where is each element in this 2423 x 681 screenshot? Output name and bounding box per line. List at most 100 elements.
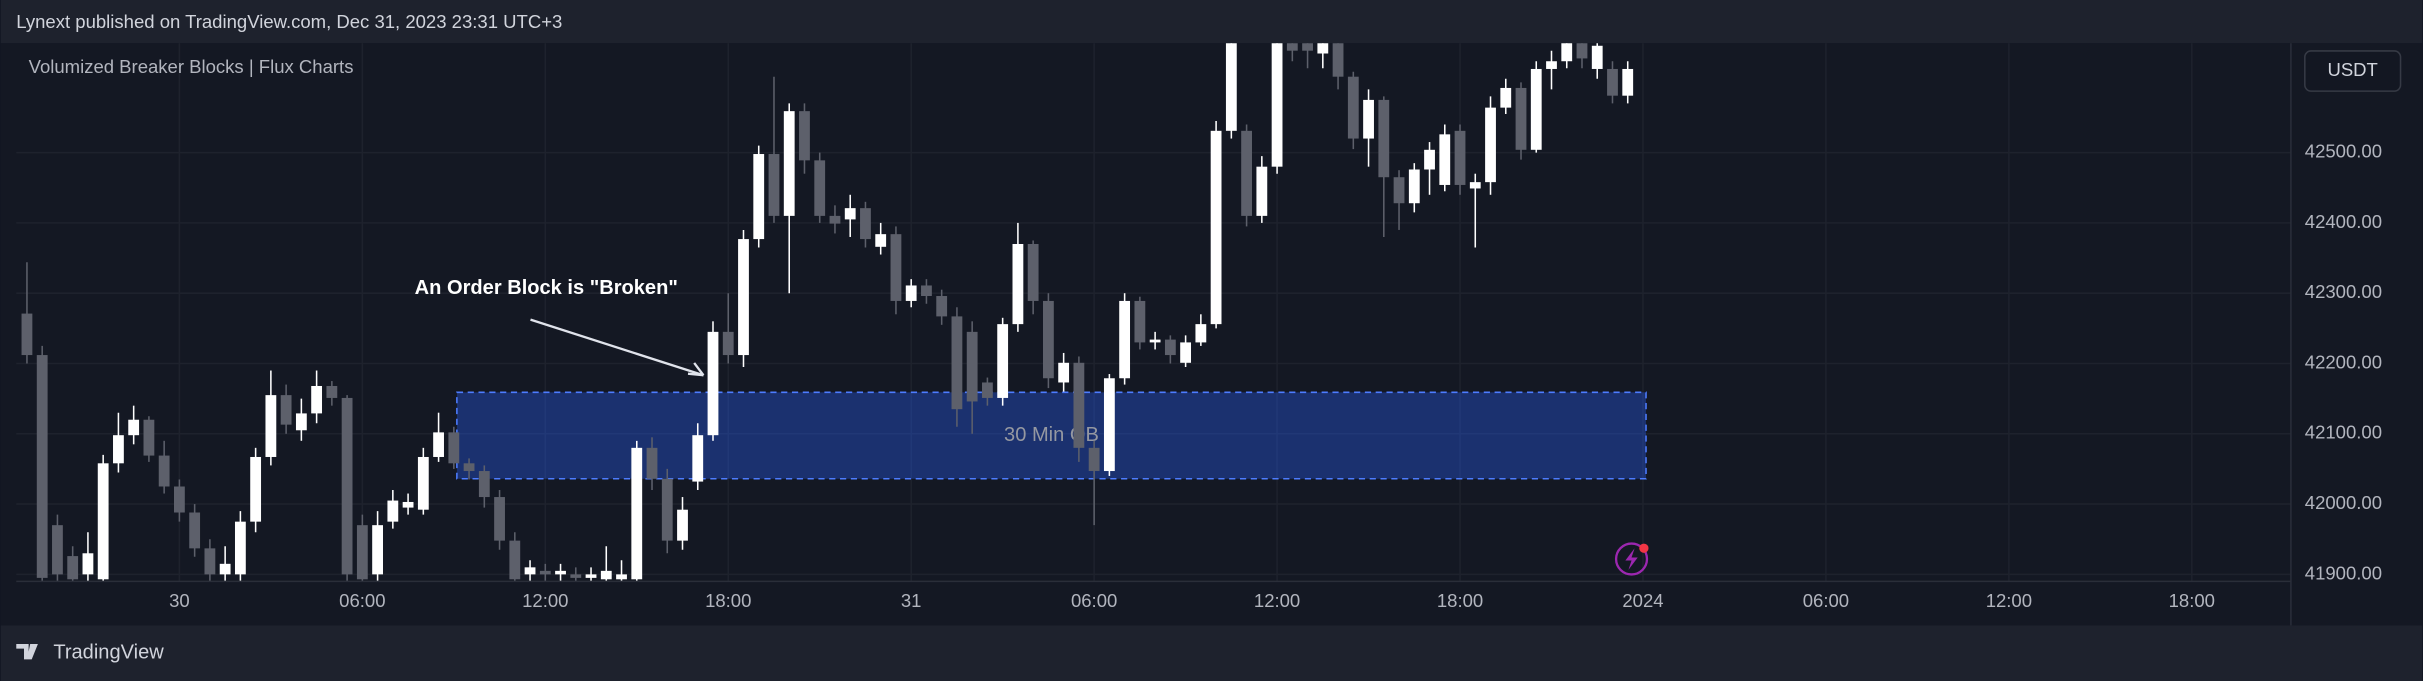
- candle-body: [265, 395, 277, 457]
- candle-body: [250, 456, 262, 522]
- candle-body: [982, 382, 993, 398]
- candle-body: [844, 208, 856, 220]
- candle-body: [631, 447, 643, 580]
- candle-body: [1164, 339, 1176, 356]
- candle-body: [1347, 76, 1359, 139]
- x-tick-label: 06:00: [339, 590, 385, 611]
- candle-body: [1622, 68, 1634, 96]
- candle-body: [311, 385, 323, 414]
- candle-body: [158, 455, 170, 487]
- candle-body: [997, 324, 1009, 398]
- candle-body: [356, 525, 368, 580]
- candle-body: [539, 570, 551, 575]
- candle-body: [509, 540, 521, 580]
- candle-body: [738, 239, 749, 356]
- candle-body: [1546, 61, 1557, 69]
- candle-body: [1210, 130, 1222, 325]
- candle-body: [128, 419, 140, 436]
- candle-body: [1469, 182, 1481, 189]
- candle-body: [1042, 300, 1054, 379]
- candle-body: [67, 556, 79, 580]
- x-tick-label: 18:00: [705, 590, 751, 611]
- candle-body: [799, 111, 810, 161]
- candle-body: [1073, 362, 1085, 448]
- candle-body: [951, 316, 963, 410]
- candle-body: [722, 331, 734, 356]
- candle-body: [661, 478, 673, 541]
- candle-body: [417, 456, 429, 510]
- y-tick-label: 42500.00: [2305, 141, 2382, 162]
- candle-body: [52, 525, 63, 575]
- brand-logo: [16, 643, 38, 660]
- x-tick-label: 31: [901, 590, 922, 611]
- candle-body: [1363, 99, 1374, 139]
- candle-body: [1241, 130, 1252, 216]
- candle-body: [113, 435, 124, 464]
- candle-body: [1119, 300, 1131, 379]
- x-tick-label: 18:00: [2169, 590, 2215, 611]
- candle-body: [1424, 149, 1435, 170]
- y-tick-label: 42000.00: [2305, 492, 2382, 513]
- candle-body: [1378, 99, 1390, 178]
- candle-body: [646, 447, 658, 479]
- candle-body: [1317, 43, 1329, 54]
- candle-body: [1591, 45, 1603, 69]
- x-tick-label: 2024: [1622, 590, 1663, 611]
- annotation-arrow: [530, 318, 704, 377]
- candle-body: [341, 397, 353, 575]
- candle-body: [234, 521, 246, 575]
- candle-body: [905, 285, 917, 301]
- candle-body: [326, 385, 338, 398]
- indicator-label: Volumized Breaker Blocks | Flux Charts: [29, 56, 354, 77]
- candle-body: [585, 574, 597, 578]
- currency-label: USDT: [2327, 59, 2377, 80]
- x-tick-label: 06:00: [1803, 590, 1849, 611]
- candle-body: [1408, 169, 1420, 204]
- candle-body: [173, 486, 185, 513]
- x-tick-label: 06:00: [1071, 590, 1117, 611]
- candle-body: [1439, 134, 1451, 185]
- candle-body: [570, 574, 582, 578]
- candle-body: [692, 435, 704, 482]
- x-tick-label: 12:00: [522, 590, 568, 611]
- candle-body: [829, 215, 841, 224]
- currency-button[interactable]: [2304, 50, 2402, 92]
- candle-body: [677, 509, 688, 541]
- candle-body: [387, 500, 399, 522]
- candle-body: [295, 413, 307, 431]
- candle-body: [1149, 339, 1161, 343]
- candle-body: [1225, 43, 1237, 131]
- alert-dot: [1639, 543, 1649, 553]
- y-tick-label: 42300.00: [2305, 281, 2382, 302]
- candle-body: [753, 154, 765, 240]
- alert-icon[interactable]: [1614, 542, 1649, 576]
- candle-body: [890, 234, 902, 301]
- candle-body: [966, 331, 978, 402]
- y-tick-label: 42200.00: [2305, 351, 2382, 372]
- candle-body: [783, 111, 795, 216]
- y-tick-label: 41900.00: [2305, 562, 2382, 583]
- candle-body: [97, 463, 109, 580]
- candle-body: [433, 432, 444, 457]
- x-tick-label: 12:00: [1986, 590, 2032, 611]
- candle-body: [478, 471, 490, 498]
- zone-label: 30 Min OB: [1004, 424, 1099, 446]
- candle-body: [1561, 43, 1573, 62]
- candle-body: [707, 331, 719, 436]
- candle-body: [280, 395, 292, 425]
- x-tick-label: 30: [169, 590, 190, 611]
- candle-body: [36, 355, 48, 578]
- candle-body: [921, 285, 932, 297]
- candle-body: [402, 501, 414, 508]
- alert-bolt: [1625, 548, 1638, 570]
- candle-body: [1088, 447, 1100, 472]
- candle-body: [524, 567, 536, 575]
- candle-body: [1256, 166, 1268, 216]
- candle-body: [768, 154, 780, 216]
- candle-body: [1485, 107, 1496, 183]
- candle-body: [600, 570, 612, 580]
- candle-body: [1180, 342, 1192, 363]
- candle-body: [1393, 177, 1405, 204]
- y-tick-label: 42100.00: [2305, 422, 2382, 443]
